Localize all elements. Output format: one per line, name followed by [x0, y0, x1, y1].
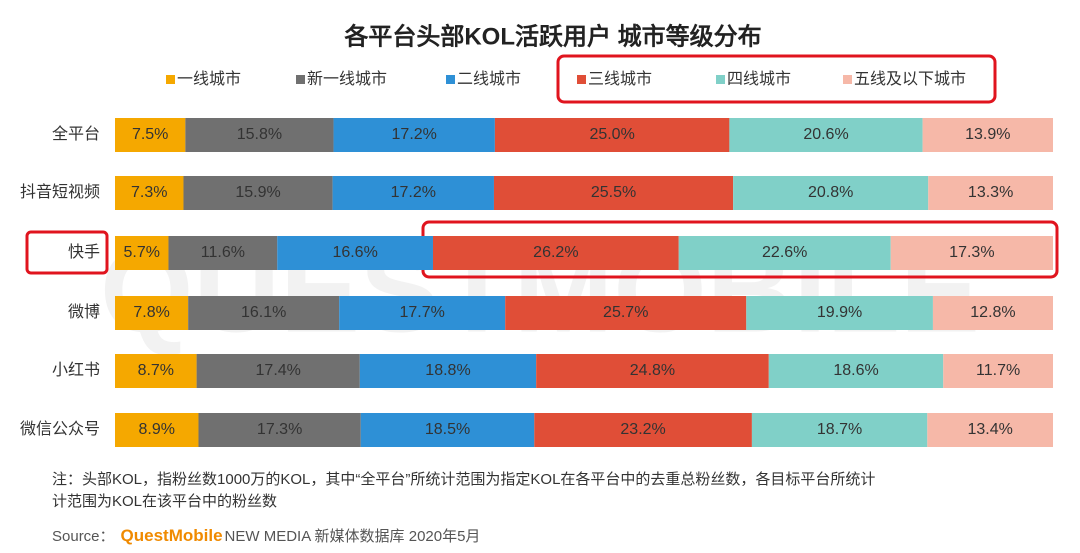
value-label: 8.7% — [138, 362, 174, 379]
value-label: 18.8% — [425, 362, 470, 379]
bar-segment — [115, 118, 186, 152]
value-label: 26.2% — [533, 244, 578, 261]
bar-segment — [733, 176, 929, 210]
y-tick-label: 微博 — [68, 303, 100, 321]
legend-label: 新一线城市 — [307, 70, 387, 88]
value-label: 20.6% — [803, 126, 848, 143]
value-label: 12.8% — [970, 304, 1015, 321]
legend-label: 五线及以下城市 — [854, 70, 966, 88]
bar-segment — [536, 354, 769, 388]
legend-label: 四线城市 — [727, 70, 791, 88]
legend-label: 三线城市 — [588, 70, 652, 88]
bar-segment — [534, 413, 752, 447]
value-label: 5.7% — [123, 244, 159, 261]
value-label: 17.3% — [257, 421, 302, 438]
value-label: 7.3% — [131, 184, 167, 201]
y-tick-label: 全平台 — [52, 125, 100, 143]
bar-segment — [505, 296, 747, 330]
legend-swatch — [446, 75, 455, 84]
value-label: 18.5% — [425, 421, 470, 438]
bar-segment — [922, 118, 1053, 152]
bar-segment — [115, 296, 189, 330]
bar-segment — [115, 176, 184, 210]
value-label: 7.5% — [132, 126, 168, 143]
bar-segment — [185, 118, 334, 152]
y-tick-label: 抖音短视频 — [20, 183, 100, 201]
bar-segment — [768, 354, 944, 388]
value-label: 18.7% — [817, 421, 862, 438]
bar-segment — [115, 413, 199, 447]
value-label: 17.3% — [949, 244, 994, 261]
chart-title: 各平台头部KOL活跃用户 城市等级分布 — [343, 22, 761, 50]
bar-segment — [928, 176, 1053, 210]
bar-segment — [932, 296, 1053, 330]
value-label: 7.8% — [133, 304, 169, 321]
bar-segment — [359, 354, 537, 388]
legend-swatch — [577, 75, 586, 84]
value-label: 13.3% — [968, 184, 1013, 201]
value-label: 25.7% — [603, 304, 648, 321]
bar-segment — [432, 236, 679, 270]
bar-segment — [751, 413, 928, 447]
value-label: 17.7% — [400, 304, 445, 321]
value-label: 11.6% — [201, 244, 245, 261]
bar-segment — [890, 236, 1053, 270]
bar-segment — [198, 413, 361, 447]
bar-segment — [339, 296, 506, 330]
value-label: 15.9% — [235, 184, 280, 201]
value-label: 11.7% — [976, 362, 1020, 379]
value-label: 16.6% — [332, 244, 377, 261]
note-line: 计范围为KOL在该平台中的粉丝数 — [52, 493, 277, 510]
bar-segment — [188, 296, 340, 330]
legend-swatch — [843, 75, 852, 84]
note-line: 注：头部KOL，指粉丝数1000万的KOL，其中“全平台”所统计范围为指定KOL… — [52, 470, 875, 488]
value-label: 13.9% — [965, 126, 1010, 143]
value-label: 24.8% — [630, 362, 675, 379]
source-label: Source： QuestMobile NEW MEDIA 新媒体数据库 2020年… — [52, 526, 480, 545]
bar-segment — [332, 176, 494, 210]
value-label: 15.8% — [237, 126, 282, 143]
bar-segment — [277, 236, 433, 270]
bar-segment — [360, 413, 535, 447]
value-label: 19.9% — [817, 304, 862, 321]
bar-segment — [494, 118, 730, 152]
bar-segment — [927, 413, 1053, 447]
highlight-box — [25, 230, 109, 275]
y-tick-label: 小红书 — [52, 361, 100, 379]
bar-segment — [333, 118, 495, 152]
value-label: 18.6% — [833, 362, 878, 379]
value-label: 17.4% — [256, 362, 301, 379]
bar-segment — [493, 176, 734, 210]
value-label: 17.2% — [391, 184, 436, 201]
value-label: 8.9% — [139, 421, 175, 438]
value-label: 25.0% — [589, 126, 634, 143]
bar-segment — [729, 118, 923, 152]
legend-swatch — [296, 75, 305, 84]
value-label: 22.6% — [762, 244, 807, 261]
bar-segment — [943, 354, 1053, 388]
value-label: 23.2% — [620, 421, 665, 438]
bar-segment — [678, 236, 891, 270]
y-tick-label: 微信公众号 — [20, 420, 100, 438]
bar-segment — [746, 296, 933, 330]
y-tick-label: 快手 — [68, 243, 100, 261]
legend-swatch — [166, 75, 175, 84]
legend-label: 一线城市 — [177, 70, 241, 88]
bar-segment — [183, 176, 333, 210]
value-label: 20.8% — [808, 184, 853, 201]
bar-segment — [115, 354, 197, 388]
bar-segment — [115, 236, 169, 270]
value-label: 16.1% — [241, 304, 286, 321]
value-label: 25.5% — [591, 184, 636, 201]
legend-label: 二线城市 — [457, 70, 521, 88]
value-label: 13.4% — [967, 421, 1012, 438]
bar-segment — [168, 236, 278, 270]
legend-swatch — [716, 75, 725, 84]
bar-segment — [196, 354, 360, 388]
value-label: 17.2% — [392, 126, 437, 143]
highlight-box — [556, 54, 997, 104]
